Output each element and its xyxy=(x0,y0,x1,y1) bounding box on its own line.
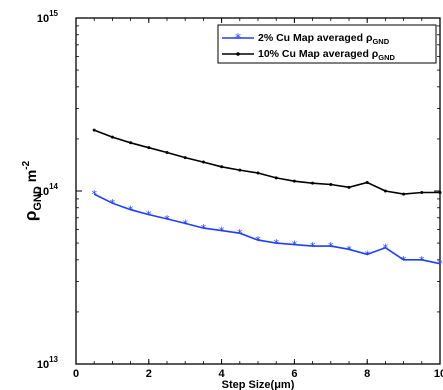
data-point: * xyxy=(182,217,188,230)
data-point xyxy=(311,181,315,185)
data-point: * xyxy=(110,197,116,210)
data-point xyxy=(110,135,114,139)
x-tick-label: 0 xyxy=(73,368,79,380)
legend-marker-10pct xyxy=(236,52,240,56)
data-point: * xyxy=(273,237,279,250)
legend-label-10pct-main: 10% Cu Map averaged ρ xyxy=(258,48,379,60)
x-tick-label: 10 xyxy=(434,368,443,380)
data-point xyxy=(274,176,278,180)
data-point: * xyxy=(346,243,352,256)
data-point xyxy=(238,168,242,172)
y-tick-label: 1013 xyxy=(37,355,59,371)
legend: * 2% Cu Map averaged ρGND 10% Cu Map ave… xyxy=(217,24,437,64)
axis-ticks: 0 2 4 6 8 10 1013 1014 1015 xyxy=(37,9,443,380)
data-point: * xyxy=(164,213,170,226)
legend-label-10pct: 10% Cu Map averaged ρGND xyxy=(258,48,396,62)
y-tick-label: 1014 xyxy=(37,182,59,198)
x-tick-label: 2 xyxy=(146,368,152,380)
data-point: * xyxy=(201,222,207,235)
series-line-1 xyxy=(93,129,440,195)
data-point xyxy=(165,150,169,154)
data-point: * xyxy=(237,227,243,240)
legend-marker-2pct: * xyxy=(235,31,241,45)
data-point: * xyxy=(292,239,298,252)
series-line-0 xyxy=(93,193,441,265)
data-point: * xyxy=(383,242,389,255)
data-point xyxy=(129,141,133,145)
data-point: * xyxy=(310,240,316,253)
series-layer: * * * * * * * * * * * * * * * * * * * * xyxy=(91,128,443,271)
legend-label-10pct-sub: GND xyxy=(378,53,395,62)
x-tick-label: 4 xyxy=(219,368,226,380)
y-axis-label: ρGND m-2 xyxy=(21,160,44,221)
data-point xyxy=(365,180,369,184)
y-axis-label-rho: ρ xyxy=(21,211,40,222)
plot-frame xyxy=(75,17,441,365)
data-point xyxy=(201,160,205,164)
legend-box xyxy=(217,24,437,64)
data-point: * xyxy=(146,209,152,222)
data-point: * xyxy=(219,225,225,238)
data-point: * xyxy=(255,234,261,247)
y-tick-label: 1015 xyxy=(37,9,59,25)
data-point: * xyxy=(401,254,407,267)
data-point xyxy=(292,179,296,183)
data-point xyxy=(347,185,351,189)
data-point xyxy=(256,171,260,175)
y-axis-label-exp: -2 xyxy=(21,160,32,169)
data-point xyxy=(92,128,96,132)
data-point xyxy=(147,146,151,150)
data-point: * xyxy=(91,188,97,201)
data-point xyxy=(438,191,442,195)
legend-label-2pct-sub: GND xyxy=(372,37,389,46)
data-point xyxy=(183,156,187,160)
data-point: * xyxy=(437,258,443,271)
y-axis-label-unit: m xyxy=(23,170,39,182)
data-point: * xyxy=(364,248,370,261)
data-point xyxy=(329,183,333,187)
data-point xyxy=(420,191,424,195)
x-tick-label: 8 xyxy=(364,368,370,380)
legend-label-2pct: 2% Cu Map averaged ρGND xyxy=(258,32,390,46)
data-point xyxy=(383,189,387,193)
data-point: * xyxy=(328,240,334,253)
legend-label-2pct-main: 2% Cu Map averaged ρ xyxy=(258,32,373,44)
x-axis-label: Step Size(μm) xyxy=(222,379,295,390)
data-point xyxy=(220,165,224,169)
y-axis-label-sub: GND xyxy=(32,186,44,211)
x-tick-label: 6 xyxy=(291,368,297,380)
data-point: * xyxy=(419,254,425,267)
data-point: * xyxy=(128,204,134,217)
data-point xyxy=(402,192,406,196)
